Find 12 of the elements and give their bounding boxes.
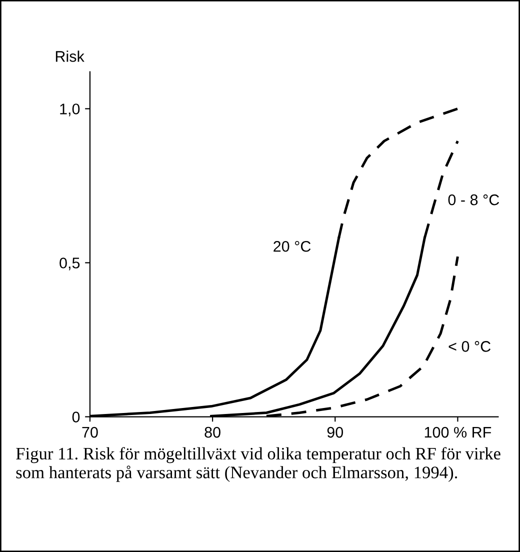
y-axis-title: Risk bbox=[56, 50, 84, 62]
y-tick-label: 0 bbox=[72, 412, 80, 422]
annotation: 20 °C bbox=[274, 240, 311, 252]
annotation: < 0 °C bbox=[448, 341, 491, 352]
y-tick-label: 1,0 bbox=[60, 104, 80, 116]
x-tick-label: 90 bbox=[327, 426, 344, 438]
x-tick-label: 100 % RF bbox=[424, 426, 492, 438]
x-tick-label: 70 bbox=[82, 426, 98, 438]
text: Figur 11. Risk för mögeltillväxt vid olika temperatur och RF för virke som hanterats på varsamt sätt (Nevander och Elmarsson, 1994). bbox=[16, 447, 500, 482]
x-tick-label: 80 bbox=[204, 426, 220, 438]
y-tick-label: 0,5 bbox=[60, 258, 80, 270]
annotation: 0 - 8 °C bbox=[448, 194, 500, 206]
